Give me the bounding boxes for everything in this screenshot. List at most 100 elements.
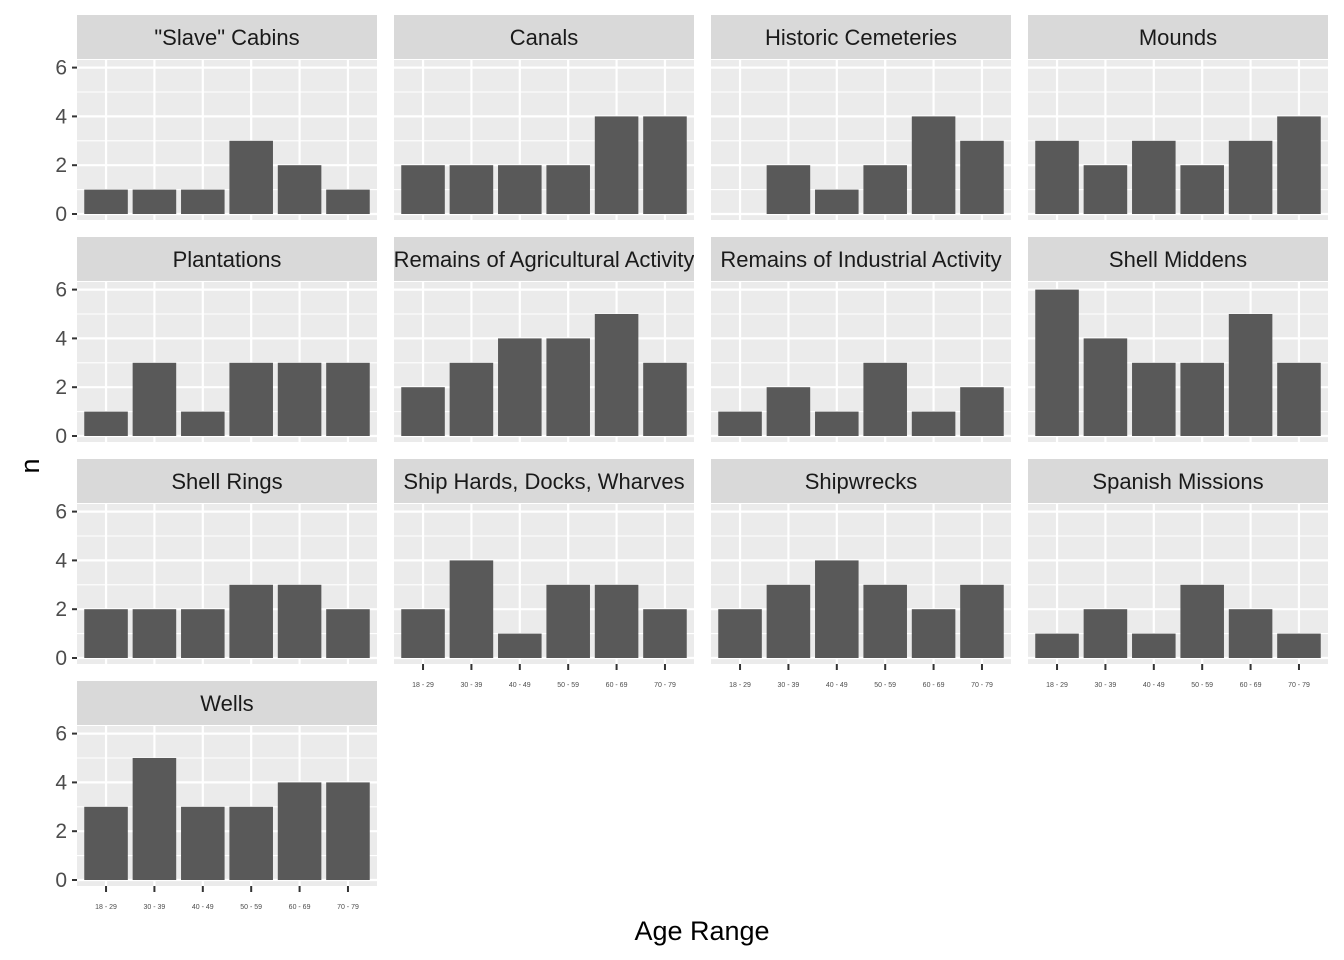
x-tick-label: 60 - 69: [1240, 682, 1262, 689]
bar: [1083, 165, 1128, 214]
facet-strip: [1028, 15, 1328, 59]
bar: [815, 411, 859, 436]
x-tick-label: 30 - 39: [144, 904, 166, 911]
facet-strip: [711, 15, 1011, 59]
bar: [960, 584, 1004, 658]
facet-title: Remains of Industrial Activity: [720, 247, 1001, 272]
facet-strip: [394, 237, 694, 281]
facet-panel: Canals: [394, 15, 694, 220]
x-tick-label: 50 - 59: [557, 682, 579, 689]
bar: [815, 560, 859, 658]
bar: [132, 609, 177, 658]
bar: [132, 189, 177, 214]
bar: [84, 806, 128, 880]
bar: [863, 362, 907, 436]
bar: [84, 411, 128, 436]
x-tick-label: 70 - 79: [337, 904, 359, 911]
facet-panel: Shell Rings 0 2 4 6: [55, 459, 377, 670]
bar: [643, 362, 687, 436]
x-tick-label: 40 - 49: [192, 904, 214, 911]
bar: [229, 362, 273, 436]
bar: [1180, 165, 1224, 214]
bar: [401, 387, 445, 436]
bar: [229, 806, 273, 880]
bar: [1277, 116, 1321, 214]
facet-title: Ship Hards, Docks, Wharves: [403, 469, 684, 494]
facet-panel: Remains of Agricultural Activity: [394, 237, 694, 442]
x-tick-label: 70 - 79: [971, 682, 993, 689]
bar: [229, 584, 273, 658]
y-tick-label: 0: [55, 869, 67, 892]
x-tick-label: 30 - 39: [778, 682, 800, 689]
facet-title: "Slave" Cabins: [154, 25, 299, 50]
bar: [815, 189, 859, 214]
bar: [326, 782, 370, 880]
x-tick-label: 60 - 69: [923, 682, 945, 689]
facet-panel: Ship Hards, Docks, Wharves 18 - 29 30 - 39…: [394, 459, 694, 689]
facet-strip: [394, 15, 694, 59]
bar: [277, 362, 322, 436]
bar: [718, 411, 762, 436]
x-tick-label: 50 - 59: [874, 682, 896, 689]
x-tick-label: 40 - 49: [1143, 682, 1165, 689]
y-tick-label: 6: [55, 57, 67, 80]
facet-title: Shell Middens: [1109, 247, 1247, 272]
bar: [498, 165, 542, 214]
bar: [1228, 609, 1273, 658]
bar: [449, 560, 494, 658]
x-tick-label: 70 - 79: [654, 682, 676, 689]
bar: [277, 165, 322, 214]
facet-title: Canals: [510, 25, 578, 50]
bar: [401, 609, 445, 658]
facet-title: Plantations: [173, 247, 282, 272]
facet-strip: [711, 237, 1011, 281]
x-tick-label: 40 - 49: [509, 682, 531, 689]
bar: [132, 758, 177, 880]
facet-strip: [1028, 459, 1328, 503]
facet-panel: Shipwrecks 18 - 29 30 - 39 40 - 49 50 - 59 60…: [711, 459, 1011, 689]
facet-strip: [711, 459, 1011, 503]
bar: [1277, 633, 1321, 658]
facet-panel: Wells 0 2 4 6 18 - 29 30 - 39 40 - 49 50 - 59 60 …: [55, 681, 377, 911]
bar: [1083, 338, 1128, 436]
bar: [1035, 140, 1079, 214]
bar: [594, 584, 639, 658]
bar: [326, 362, 370, 436]
bar: [277, 782, 322, 880]
bar: [132, 362, 177, 436]
facet-strip: [1028, 237, 1328, 281]
bar: [911, 116, 956, 214]
facet-title: Shipwrecks: [805, 469, 917, 494]
bar: [449, 165, 494, 214]
y-axis-title: n: [15, 458, 45, 473]
bar: [546, 165, 590, 214]
facet-panel: Remains of Industrial Activity: [711, 237, 1011, 442]
bar: [594, 116, 639, 214]
bar: [718, 609, 762, 658]
bar: [1180, 584, 1224, 658]
bar: [766, 584, 811, 658]
y-tick-label: 6: [55, 723, 67, 746]
bar: [766, 387, 811, 436]
bar: [277, 584, 322, 658]
facet-panel: Spanish Missions 18 - 29 30 - 39 40 - 49 50 …: [1028, 459, 1328, 689]
bar: [181, 411, 225, 436]
y-tick-label: 4: [55, 327, 67, 350]
facet-panel: Shell Middens: [1028, 237, 1328, 442]
x-tick-label: 30 - 39: [461, 682, 483, 689]
facet-panel: Plantations 0 2 4 6: [55, 237, 377, 448]
facet-strip: [77, 237, 377, 281]
bar: [911, 411, 956, 436]
x-tick-label: 50 - 59: [240, 904, 262, 911]
bar: [643, 116, 687, 214]
facet-title: Mounds: [1139, 25, 1217, 50]
bar: [181, 609, 225, 658]
y-tick-label: 4: [55, 105, 67, 128]
bar: [546, 338, 590, 436]
bar: [1083, 609, 1128, 658]
y-tick-label: 0: [55, 425, 67, 448]
y-tick-label: 2: [55, 820, 67, 843]
facet-strip: [394, 459, 694, 503]
bar: [911, 609, 956, 658]
